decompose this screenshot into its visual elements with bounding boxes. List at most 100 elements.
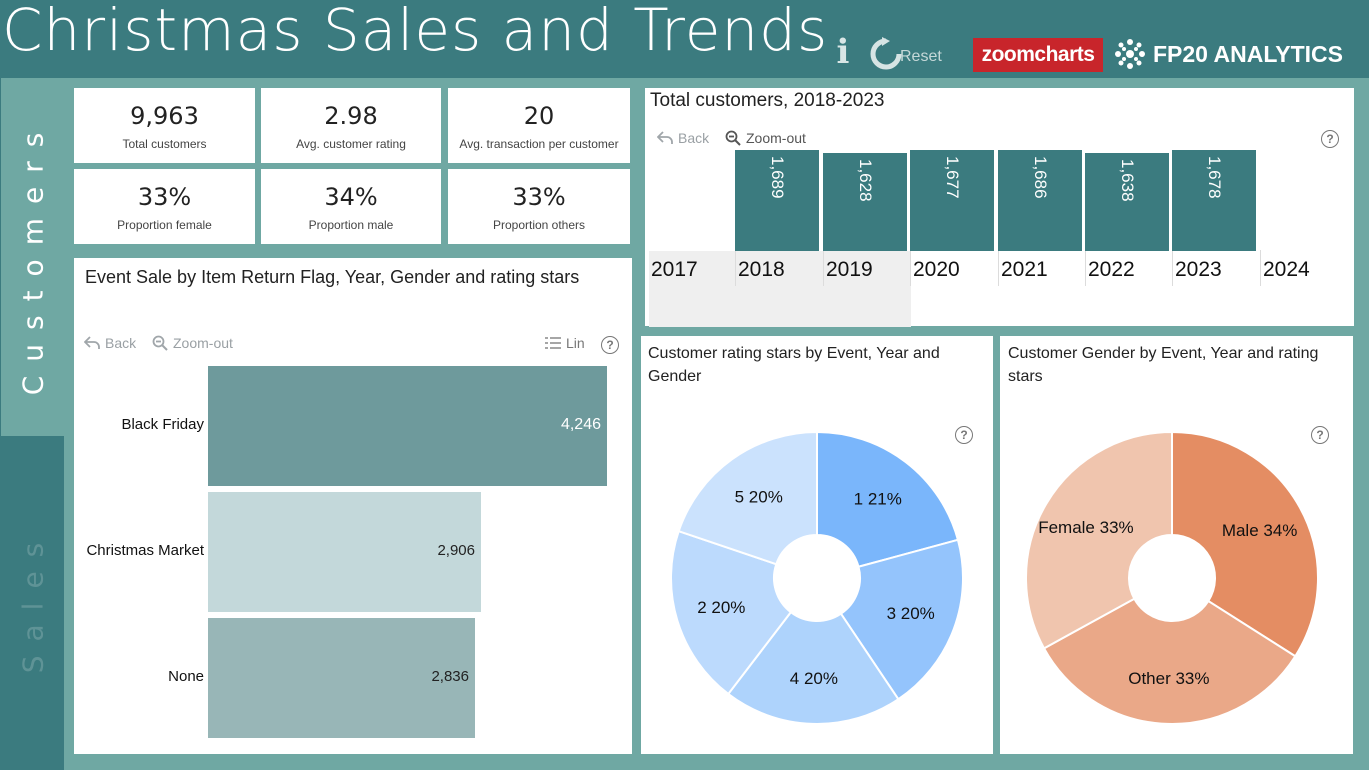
column-2018[interactable] (735, 150, 819, 251)
zoom-out-icon (725, 130, 741, 146)
rating-pie-title: Customer rating stars by Event, Year and… (648, 345, 940, 385)
kpi-value: 9,963 (130, 102, 199, 130)
bar-christmas-market[interactable] (208, 492, 481, 612)
year-label: 2022 (1088, 258, 1135, 281)
reset-icon (870, 37, 902, 70)
slice-3[interactable] (839, 538, 964, 701)
back-icon (84, 336, 100, 349)
year-separator (823, 250, 824, 286)
zoomcharts-logo: zoomcharts (973, 38, 1103, 72)
side-tab-sales-label: Sales (16, 528, 49, 674)
help-icon[interactable]: ? (1321, 130, 1339, 148)
lin-label: Lin (566, 335, 585, 351)
back-button[interactable]: Back (657, 130, 709, 146)
kpi-label: Total customers (122, 137, 207, 151)
kpi-value: 34% (324, 183, 378, 211)
year-separator (998, 250, 999, 286)
help-icon[interactable]: ? (955, 426, 973, 444)
slice-female[interactable] (1025, 430, 1173, 650)
kpi-proportion-male: 34% Proportion male (261, 169, 441, 244)
kpi-value: 2.98 (324, 102, 378, 130)
bar-value-label: 4,246 (560, 416, 601, 433)
column-2019[interactable] (823, 153, 907, 251)
bar-category-label: None (168, 668, 204, 685)
slice-label: 3 20% (887, 604, 935, 623)
kpi-avg-transaction: 20 Avg. transaction per customer (448, 88, 630, 163)
bar-category-label: Black Friday (121, 416, 204, 433)
slice-5[interactable] (677, 430, 818, 566)
gender-donut: Male 34% Other 33% Female 33% (1025, 430, 1319, 725)
back-label: Back (678, 130, 710, 146)
bar-value-label: 2,906 (437, 542, 475, 559)
list-icon (545, 337, 561, 349)
bar-black-friday[interactable] (208, 366, 607, 486)
gender-pie-title: Customer Gender by Event, Year and ratin… (1008, 345, 1319, 385)
gender-pie-panel: Customer Gender by Event, Year and ratin… (1000, 336, 1353, 754)
slice-label: Female 33% (1038, 518, 1133, 537)
fp20-logo-icon (1115, 39, 1145, 69)
kpi-value: 33% (137, 183, 192, 211)
kpi-total-customers: 9,963 Total customers (74, 88, 255, 163)
column-value-label: 1,689 (768, 156, 787, 199)
zoom-out-button[interactable]: Zoom-out (725, 130, 806, 146)
back-icon (657, 131, 673, 144)
total-customers-title: Total customers, 2018-2023 (650, 90, 885, 111)
column-2022[interactable] (1085, 153, 1169, 251)
slice-male[interactable] (1171, 430, 1319, 658)
side-tab-customers-label: Customers (16, 118, 49, 396)
column-2021[interactable] (998, 150, 1082, 251)
kpi-proportion-others: 33% Proportion others (448, 169, 630, 244)
rating-pie-panel: Customer rating stars by Event, Year and… (641, 336, 993, 754)
rating-donut: 1 21% 3 20% 4 20% 2 20% 5 20% (670, 430, 964, 725)
back-button[interactable]: Back (84, 335, 136, 351)
year-label: 2023 (1175, 258, 1222, 281)
reset-button[interactable]: Reset (868, 36, 942, 72)
bar-value-label: 2,836 (431, 668, 469, 685)
kpi-label: Avg. transaction per customer (459, 137, 619, 151)
slice-label: 5 20% (735, 488, 783, 507)
app-title: Christmas Sales and Trends (2, 0, 829, 64)
slice-label: Male 34% (1222, 521, 1298, 540)
side-tab-customers[interactable]: Customers (1, 78, 64, 436)
zoom-out-icon (152, 335, 168, 351)
year-separator (910, 250, 911, 286)
column-value-label: 1,678 (1205, 156, 1224, 199)
column-value-label: 1,628 (856, 159, 875, 202)
column-value-label: 1,677 (943, 156, 962, 199)
zoom-out-button[interactable]: Zoom-out (152, 335, 233, 351)
info-icon[interactable]: i (836, 32, 850, 72)
kpi-label: Proportion male (308, 218, 394, 232)
year-label: 2020 (913, 258, 960, 281)
slice-1[interactable] (816, 430, 960, 568)
kpi-avg-rating: 2.98 Avg. customer rating (261, 88, 441, 163)
year-separator (1172, 250, 1173, 286)
lin-scale-button[interactable]: Lin (545, 335, 585, 351)
column-2020[interactable] (910, 150, 994, 251)
fp20-analytics-logo: FP20 ANALYTICS (1113, 34, 1343, 74)
kpi-label: Proportion others (492, 218, 586, 232)
year-label: 2024 (1263, 258, 1310, 281)
help-icon[interactable]: ? (1311, 426, 1329, 444)
kpi-label: Avg. customer rating (296, 137, 406, 151)
total-customers-panel: Total customers, 2018-2023 Back Zoom-out… (645, 88, 1354, 327)
slice-other[interactable] (1042, 597, 1297, 725)
slice-label: Other 33% (1128, 669, 1209, 688)
event-sale-title: Event Sale by Item Return Flag, Year, Ge… (85, 267, 580, 287)
kpi-proportion-female: 33% Proportion female (74, 169, 255, 244)
back-label: Back (105, 335, 137, 351)
slice-4[interactable] (726, 610, 900, 725)
reset-label: Reset (900, 48, 942, 65)
help-icon[interactable]: ? (601, 336, 619, 354)
slice-2[interactable] (670, 529, 793, 696)
kpi-value: 20 (523, 102, 555, 130)
bar-category-label: Christmas Market (86, 542, 204, 559)
slice-label: 1 21% (854, 490, 902, 509)
column-value-label: 1,638 (1118, 159, 1137, 202)
zoom-out-label: Zoom-out (173, 335, 233, 351)
event-sale-panel: Event Sale by Item Return Flag, Year, Ge… (74, 258, 632, 754)
column-2023[interactable] (1172, 150, 1256, 251)
side-tab-sales[interactable]: Sales (1, 436, 64, 766)
year-separator (735, 250, 736, 286)
year-separator (1260, 250, 1261, 286)
bar-none[interactable] (208, 618, 475, 738)
